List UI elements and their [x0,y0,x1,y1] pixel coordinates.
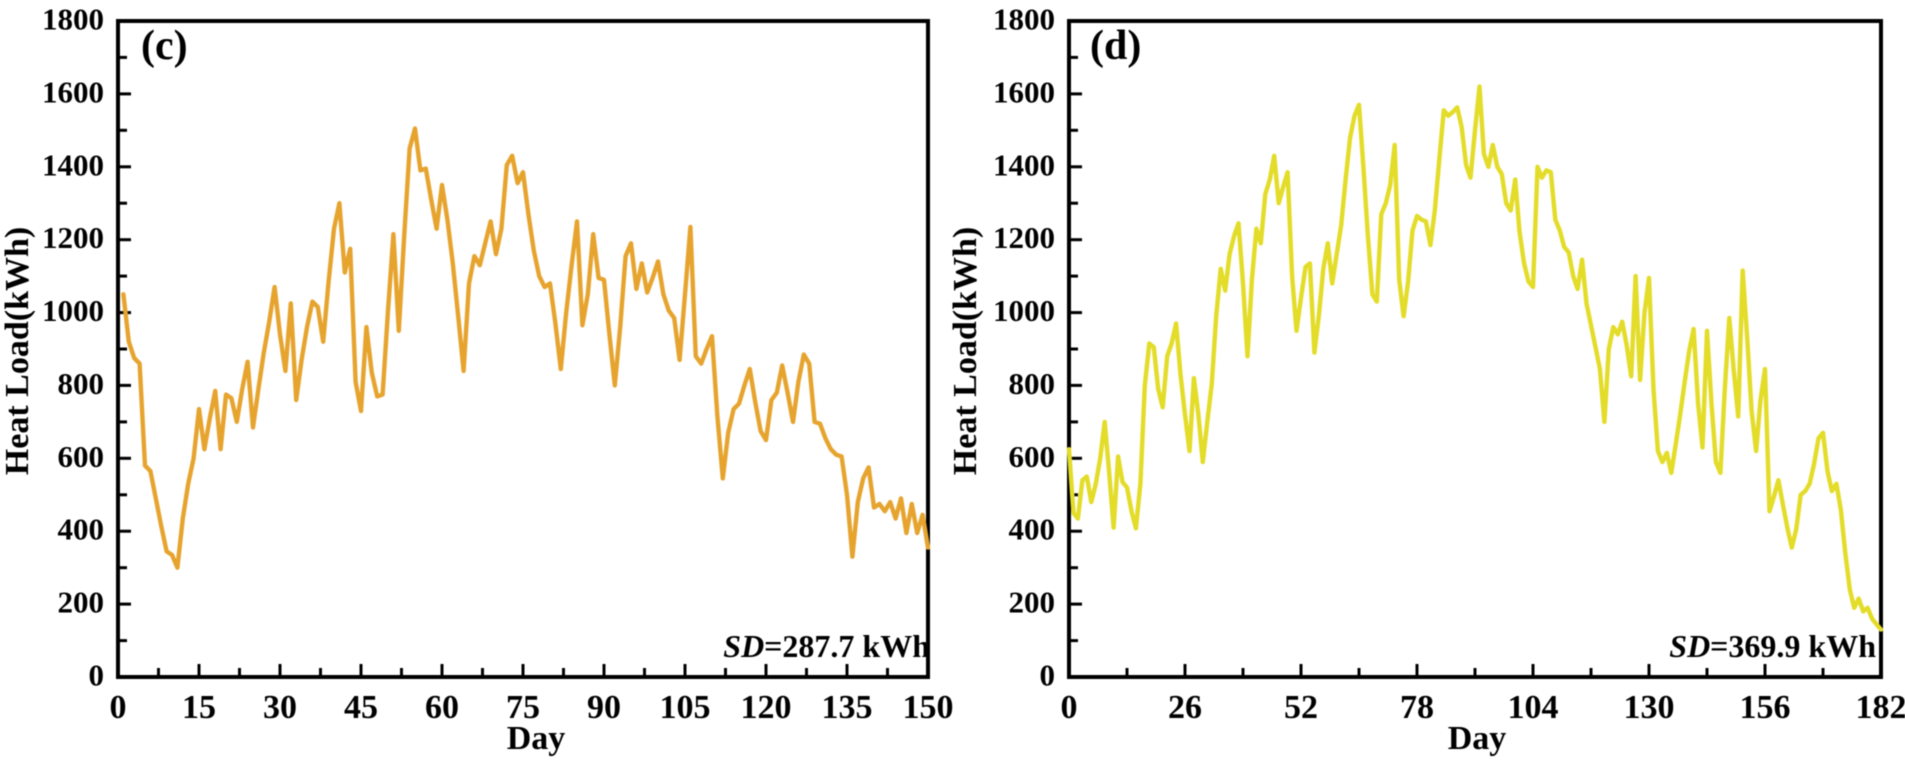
svg-text:78: 78 [1400,689,1434,726]
svg-text:15: 15 [182,689,216,726]
svg-text:104: 104 [1508,689,1559,726]
svg-text:600: 600 [1009,439,1056,474]
svg-text:Heat Load(kWh): Heat Load(kWh) [0,227,36,475]
svg-text:1200: 1200 [993,220,1055,255]
svg-text:SD=287.7 kWh: SD=287.7 kWh [723,628,930,664]
svg-text:105: 105 [660,689,711,726]
svg-text:75: 75 [506,689,540,726]
svg-text:1000: 1000 [993,293,1055,328]
svg-text:(c): (c) [141,23,188,69]
svg-text:120: 120 [741,689,792,726]
svg-text:1800: 1800 [42,2,104,37]
svg-text:(d): (d) [1090,23,1141,69]
svg-text:1600: 1600 [993,74,1055,109]
svg-text:30: 30 [263,689,297,726]
svg-text:1000: 1000 [42,293,104,328]
svg-text:800: 800 [1009,366,1056,401]
svg-text:1400: 1400 [42,147,104,182]
svg-text:130: 130 [1624,689,1675,726]
svg-text:90: 90 [587,689,621,726]
svg-text:0: 0 [1040,658,1056,693]
svg-text:156: 156 [1740,689,1791,726]
svg-text:52: 52 [1284,689,1318,726]
svg-text:1400: 1400 [993,147,1055,182]
svg-text:Day: Day [1448,720,1507,757]
svg-text:Day: Day [507,720,566,757]
svg-text:1800: 1800 [993,2,1055,37]
svg-text:0: 0 [110,689,127,726]
svg-text:200: 200 [1009,585,1056,620]
svg-text:26: 26 [1168,689,1202,726]
svg-text:0: 0 [1061,689,1078,726]
svg-text:135: 135 [822,689,873,726]
svg-text:182: 182 [1856,689,1905,726]
svg-text:1600: 1600 [42,74,104,109]
svg-text:60: 60 [425,689,459,726]
svg-text:1200: 1200 [42,220,104,255]
svg-text:200: 200 [58,585,105,620]
svg-text:400: 400 [1009,512,1056,547]
svg-text:150: 150 [903,689,954,726]
svg-text:600: 600 [58,439,105,474]
svg-text:SD=369.9 kWh: SD=369.9 kWh [1669,628,1876,664]
svg-text:45: 45 [344,689,378,726]
svg-text:400: 400 [58,512,105,547]
svg-text:800: 800 [58,366,105,401]
svg-text:Heat Load(kWh): Heat Load(kWh) [947,227,984,475]
svg-text:0: 0 [89,658,105,693]
